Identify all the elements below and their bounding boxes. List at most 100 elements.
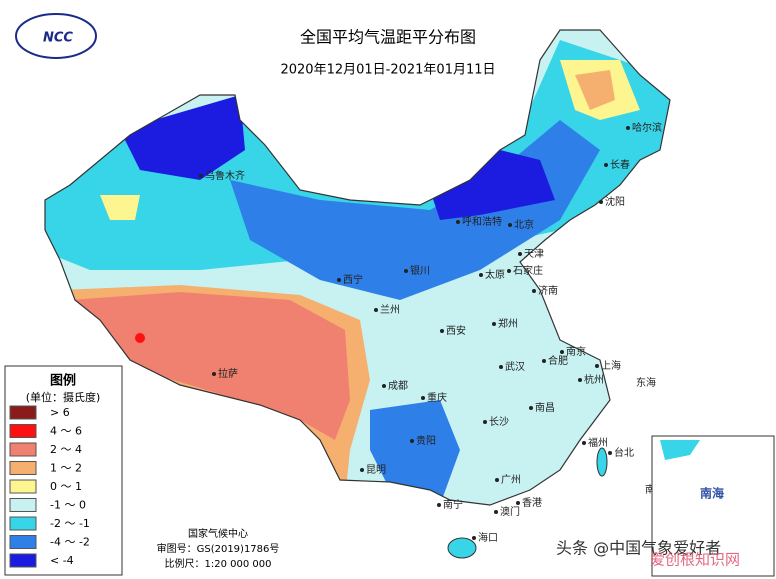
legend-label: -2 ～ -1	[50, 517, 90, 530]
city-label: 银川	[410, 264, 430, 277]
city-dot	[529, 406, 533, 410]
legend-label: > 6	[50, 406, 70, 419]
city-dot	[199, 174, 203, 178]
city-label: 济南	[538, 284, 558, 297]
city-label: 哈尔滨	[632, 121, 662, 134]
city-dot	[516, 501, 520, 505]
city-dot	[608, 451, 612, 455]
logo-text: NCC	[43, 31, 73, 46]
city-dot	[595, 364, 599, 368]
city-label: 乌鲁木齐	[205, 169, 245, 182]
legend-swatch	[9, 498, 37, 512]
city-dot	[410, 439, 414, 443]
legend-label: 4 ～ 6	[50, 425, 82, 438]
watermark-site: 爱创根知识网	[650, 551, 740, 569]
city-dot	[518, 252, 522, 256]
city-dot	[582, 441, 586, 445]
city-label: 合肥	[548, 354, 568, 367]
city-dot	[599, 200, 603, 204]
city-dot	[578, 378, 582, 382]
legend-swatch	[9, 516, 37, 531]
city-dot	[382, 384, 386, 388]
footer-approval: 审图号：GS(2019)1786号	[157, 542, 280, 555]
city-label: 石家庄	[513, 264, 543, 277]
city-dot	[421, 396, 425, 400]
legend-swatch	[9, 405, 37, 420]
city-dot	[456, 220, 460, 224]
legend-label: 0 ～ 1	[50, 480, 82, 493]
city-dot	[604, 163, 608, 167]
city-dot	[440, 329, 444, 333]
city-label: 呼和浩特	[462, 216, 502, 228]
border	[44, 29, 671, 506]
city-label: 郑州	[498, 317, 518, 330]
city-dot	[560, 350, 564, 354]
city-label: 长沙	[489, 416, 509, 428]
city-dot	[532, 289, 536, 293]
legend-swatch	[9, 461, 37, 475]
legend-swatch	[9, 479, 37, 494]
legend-unit: (单位：摄氏度)	[26, 390, 101, 404]
watermark-source: 头条 @中国气象爱好者	[556, 539, 721, 558]
city-label: 南京	[566, 345, 586, 358]
legend-swatch	[9, 442, 37, 457]
footer-org: 国家气候中心	[188, 527, 248, 540]
inset-label: 南海	[700, 486, 724, 501]
city-label: 西宁	[343, 273, 363, 286]
subtitle: 2020年12月01日-2021年01月11日	[280, 63, 495, 78]
city-dot	[495, 478, 499, 482]
legend-swatch	[9, 424, 37, 438]
city-label: 昆明	[366, 464, 386, 476]
city-label: 海口	[478, 531, 498, 544]
city-label: 成都	[388, 380, 408, 392]
city-dot	[494, 510, 498, 514]
city-label: 澳门	[500, 505, 520, 518]
legend: 图例 (单位：摄氏度) > 6 4 ～ 6 2 ～ 4 1 ～ 2 0 ～ 1 -1 ～ …	[4, 365, 123, 576]
city-label: 南宁	[443, 498, 463, 511]
city-dot	[479, 273, 483, 277]
city-dot	[492, 322, 496, 326]
city-label: 拉萨	[218, 367, 238, 380]
city-label: 贵阳	[416, 434, 436, 447]
city-label: 福州	[588, 436, 608, 449]
legend-label: 2 ～ 4	[50, 443, 82, 456]
legend-title: 图例	[50, 373, 76, 389]
city-label: 长春	[610, 159, 630, 171]
city-label: 西安	[446, 324, 466, 337]
legend-label: 1 ～ 2	[50, 462, 82, 475]
city-label: 上海	[601, 359, 621, 372]
city-label: 沈阳	[605, 195, 625, 208]
city-label: 天津	[524, 248, 544, 260]
taiwan	[596, 447, 608, 477]
city-label: 南昌	[535, 401, 555, 414]
city-label: 太原	[485, 268, 505, 281]
city-dot	[437, 503, 441, 507]
city-dot	[212, 372, 216, 376]
city-dot	[626, 126, 630, 130]
city-dot	[499, 365, 503, 369]
title: 全国平均气温距平分布图	[300, 28, 476, 47]
legend-label: -1 ～ 0	[50, 499, 86, 512]
city-label: 香港	[522, 497, 542, 509]
inset: 南海	[651, 435, 775, 577]
city-dot	[337, 278, 341, 282]
city-dot	[483, 420, 487, 424]
city-label: 兰州	[380, 303, 400, 316]
city-label: 杭州	[584, 373, 604, 386]
legend-swatch	[9, 553, 37, 568]
city-dot	[404, 269, 408, 273]
legend-label: -4 ～ -2	[50, 536, 90, 549]
city-dot	[360, 468, 364, 472]
logo: NCC	[15, 13, 97, 59]
footer-scale: 比例尺：1:20 000 000	[165, 557, 272, 570]
city-dot	[542, 359, 546, 363]
city-dot	[472, 536, 476, 540]
city-dot	[374, 308, 378, 312]
city-label: 重庆	[427, 391, 447, 404]
city-label: 北京	[514, 218, 534, 231]
city-dot	[507, 269, 511, 273]
legend-swatch	[9, 535, 37, 549]
city-label: 东海	[636, 376, 656, 389]
